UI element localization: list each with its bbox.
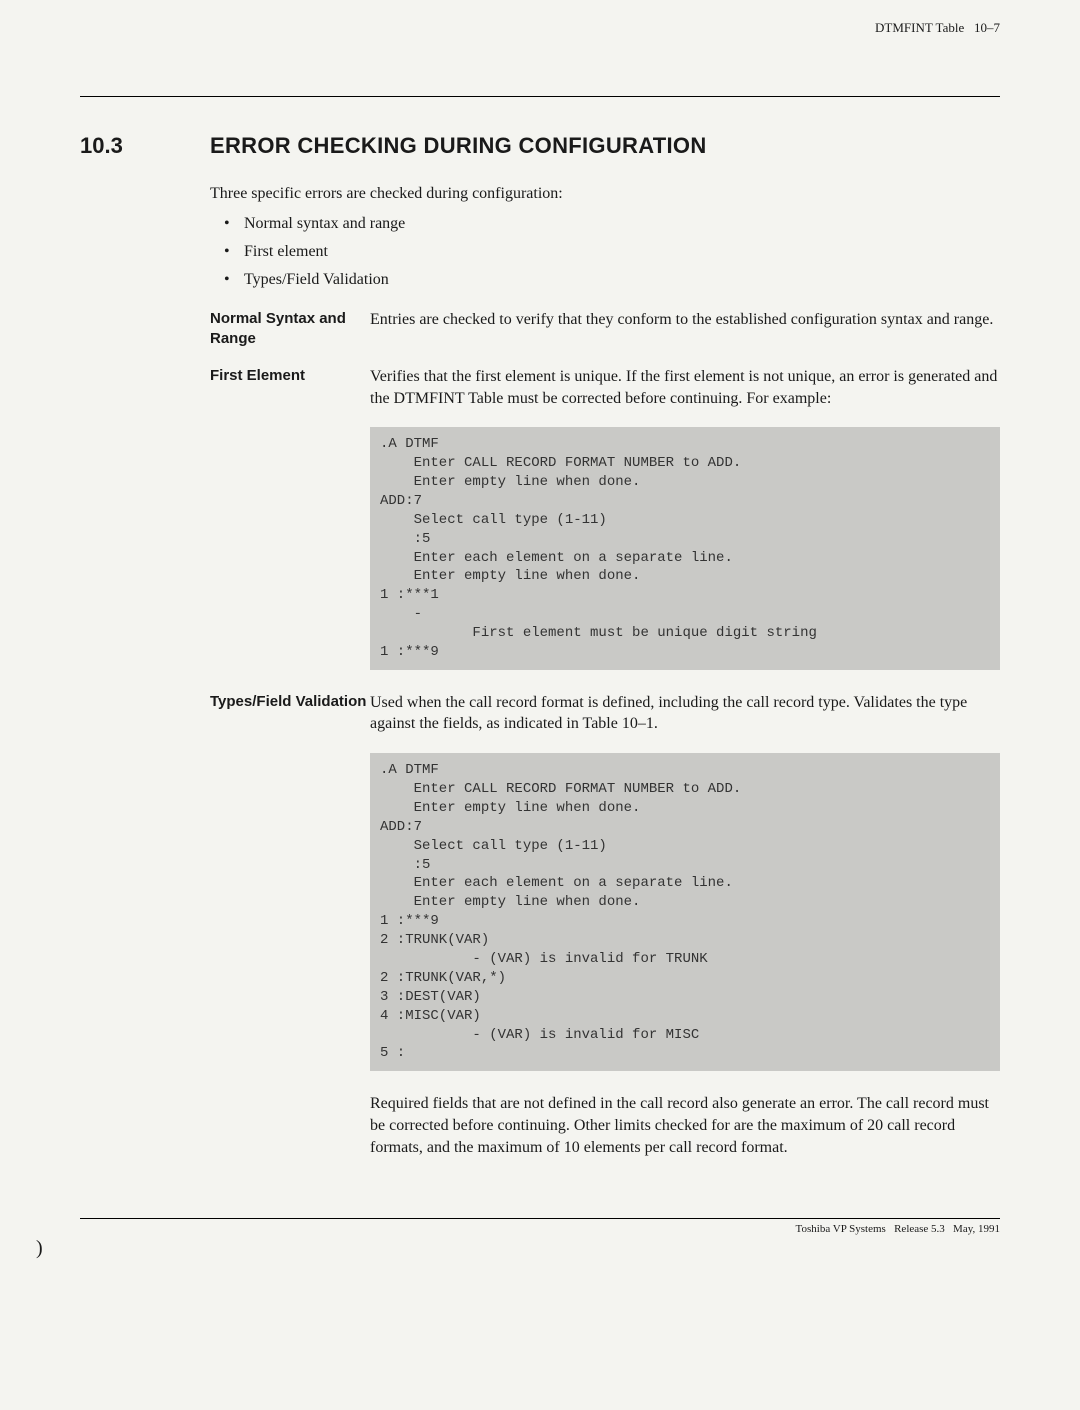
def-normal-syntax: Normal Syntax and Range Entries are chec… (210, 309, 1000, 348)
def-text: Verifies that the first element is uniqu… (370, 366, 1000, 409)
def-text: Used when the call record format is defi… (370, 692, 1000, 735)
closing-paragraph: Required fields that are not defined in … (370, 1093, 1000, 1158)
header-rule (80, 96, 1000, 97)
terminal-example-2: .A DTMF Enter CALL RECORD FORMAT NUMBER … (370, 753, 1000, 1071)
list-item: Types/Field Validation (224, 271, 1000, 289)
footer-rule (80, 1218, 1000, 1219)
def-first-element: First Element Verifies that the first el… (210, 366, 1000, 409)
section-title: ERROR CHECKING DURING CONFIGURATION (210, 133, 707, 159)
section-heading: 10.3 ERROR CHECKING DURING CONFIGURATION (80, 133, 1000, 159)
def-label: Types/Field Validation (210, 692, 370, 735)
section-number: 10.3 (80, 133, 210, 159)
footer-date: May, 1991 (953, 1223, 1000, 1235)
def-label: First Element (210, 366, 370, 409)
list-item: Normal syntax and range (224, 215, 1000, 233)
list-item: First element (224, 243, 1000, 261)
terminal-example-1: .A DTMF Enter CALL RECORD FORMAT NUMBER … (370, 427, 1000, 670)
intro-text: Three specific errors are checked during… (210, 185, 1000, 203)
footer: Toshiba VP Systems Release 5.3 May, 1991 (80, 1223, 1000, 1235)
bullet-list: Normal syntax and range First element Ty… (210, 215, 1000, 289)
def-label: Normal Syntax and Range (210, 309, 370, 348)
header-table-ref: DTMFINT Table (875, 20, 964, 35)
def-text: Entries are checked to verify that they … (370, 309, 993, 348)
header-page-ref: 10–7 (974, 20, 1000, 35)
margin-paren: ) (36, 1237, 43, 1260)
def-types-field: Types/Field Validation Used when the cal… (210, 692, 1000, 735)
footer-release: Release 5.3 (894, 1223, 945, 1235)
footer-brand: Toshiba VP Systems (796, 1223, 886, 1235)
